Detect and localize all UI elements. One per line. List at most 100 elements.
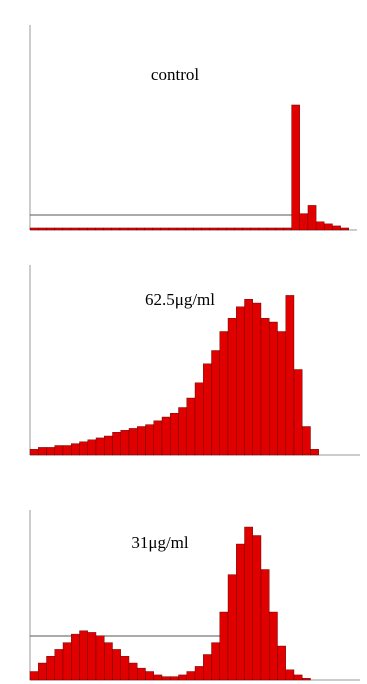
bar [145, 424, 154, 456]
bar [161, 416, 171, 456]
bar [176, 227, 186, 231]
bar [170, 413, 179, 456]
bar [170, 676, 179, 681]
bar [340, 227, 350, 231]
bar [258, 227, 268, 231]
bar [54, 227, 63, 231]
histograms: control 62.5μg/ml 31μg/ml [29, 65, 350, 681]
bar [29, 449, 39, 456]
bar [285, 295, 295, 456]
bar [95, 227, 104, 231]
bar [332, 225, 341, 231]
bar [161, 676, 171, 681]
bar [153, 674, 163, 681]
bar [269, 611, 278, 681]
bar [250, 227, 260, 231]
bar [260, 318, 270, 456]
bar [193, 227, 202, 231]
bar [219, 611, 229, 681]
bar [144, 227, 153, 231]
bar [111, 227, 121, 231]
bar [275, 227, 284, 231]
bar [244, 526, 253, 681]
bar [79, 630, 88, 681]
bar [103, 227, 112, 231]
bar [285, 669, 295, 681]
bar [185, 227, 194, 231]
panel-title: 31μg/ml [131, 533, 189, 552]
bar [112, 649, 121, 681]
bar [87, 227, 96, 231]
bar [137, 667, 146, 681]
bar [186, 397, 196, 456]
bar [203, 363, 212, 456]
panel-title: 62.5μg/ml [145, 290, 215, 309]
bar [62, 445, 72, 456]
bar [54, 445, 64, 456]
bar [291, 104, 300, 231]
bar [29, 671, 39, 681]
bar [194, 666, 204, 681]
bar [87, 632, 97, 681]
bar [225, 227, 235, 231]
bar [299, 213, 309, 231]
bar [160, 227, 170, 231]
panel-title: control [151, 65, 199, 84]
bar [242, 227, 251, 231]
bar [227, 318, 237, 456]
bar [178, 407, 187, 456]
bar [203, 654, 212, 681]
bar [211, 350, 220, 456]
bar [283, 227, 292, 231]
bar [186, 671, 196, 681]
bar [95, 437, 105, 456]
bar [302, 426, 311, 456]
bar [234, 227, 243, 231]
bar [201, 227, 211, 231]
bar [46, 656, 55, 681]
bar [252, 302, 262, 456]
bar [137, 426, 146, 456]
bar [38, 447, 47, 456]
bar [120, 430, 130, 456]
bar [37, 227, 47, 231]
bar [168, 227, 178, 231]
bar [227, 574, 237, 681]
bar [194, 382, 204, 456]
bar [302, 678, 311, 681]
bar [315, 221, 325, 231]
bar [112, 432, 121, 456]
bar [120, 656, 130, 681]
bar [293, 369, 303, 456]
bar [54, 649, 64, 681]
bar [244, 299, 253, 456]
bar [236, 306, 245, 456]
bar [78, 227, 88, 231]
bar [79, 441, 88, 456]
bar [252, 535, 262, 681]
bar [145, 671, 154, 681]
bar [104, 642, 113, 681]
bar [104, 435, 113, 456]
bar [128, 662, 138, 681]
bar [127, 227, 137, 231]
bar [46, 447, 55, 456]
bar [219, 331, 229, 456]
bar [209, 227, 219, 231]
bar [62, 642, 72, 681]
bar [153, 420, 163, 456]
bar [46, 227, 55, 231]
bar [71, 633, 80, 681]
bar [38, 662, 47, 681]
bar [307, 205, 317, 231]
bar [71, 443, 80, 456]
bar [136, 227, 145, 231]
bar [324, 223, 333, 231]
bar [277, 645, 286, 681]
bar [260, 569, 270, 681]
bar [310, 449, 319, 456]
bar [266, 227, 276, 231]
bar [119, 227, 129, 231]
bar [178, 674, 187, 681]
